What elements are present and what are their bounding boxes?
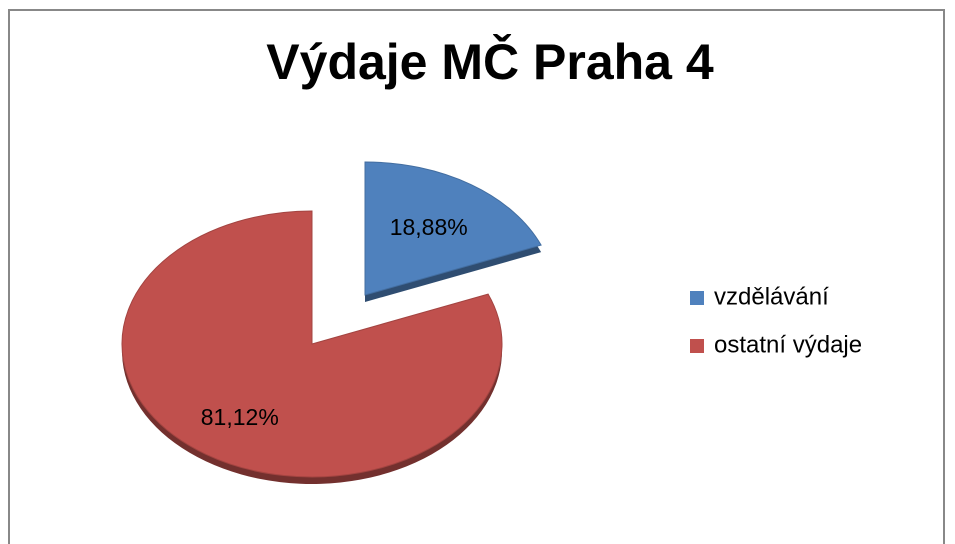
legend-label: vzdělávání bbox=[714, 283, 829, 310]
data-label: 81,12% bbox=[201, 404, 279, 430]
slice bbox=[364, 161, 542, 296]
legend-label: ostatní výdaje bbox=[714, 331, 862, 358]
chart-title: Výdaje MČ Praha 4 bbox=[266, 33, 714, 90]
slice bbox=[121, 210, 503, 478]
legend-swatch bbox=[690, 291, 704, 305]
data-label: 18,88% bbox=[390, 214, 468, 240]
legend-swatch bbox=[690, 339, 704, 353]
